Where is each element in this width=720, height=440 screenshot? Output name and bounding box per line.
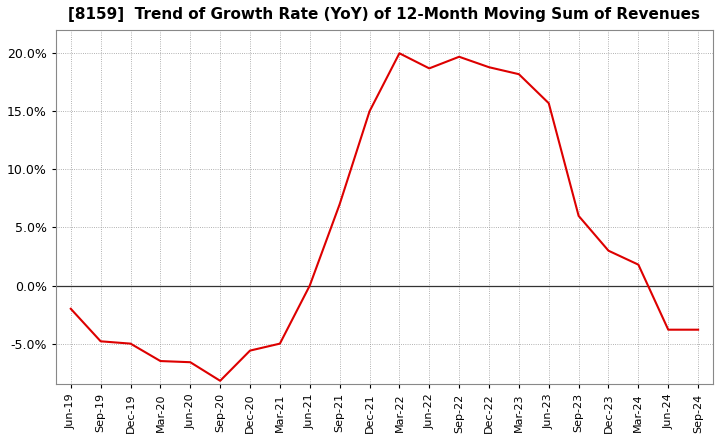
Title: [8159]  Trend of Growth Rate (YoY) of 12-Month Moving Sum of Revenues: [8159] Trend of Growth Rate (YoY) of 12-… — [68, 7, 701, 22]
